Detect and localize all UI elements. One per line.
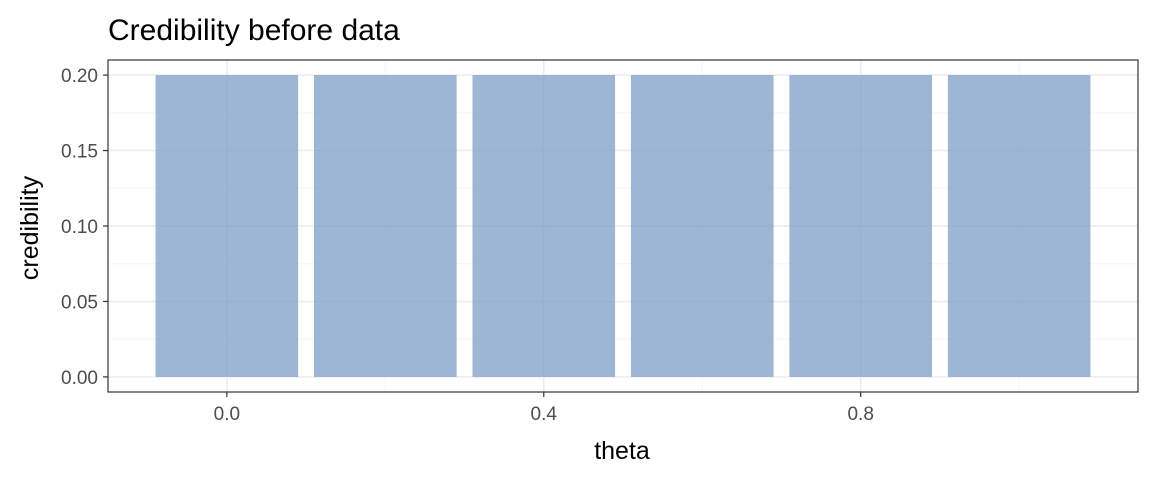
x-tick-label: 0.0 — [214, 404, 240, 425]
bar — [314, 75, 457, 377]
x-axis-title: theta — [594, 437, 650, 465]
x-axis: 0.0 0.4 0.8 — [214, 392, 874, 425]
bar — [789, 75, 932, 377]
x-tick-label: 0.4 — [531, 404, 558, 425]
y-tick-label: 0.20 — [61, 66, 98, 87]
y-axis: 0.00 0.05 0.10 0.15 0.20 — [61, 66, 108, 389]
bar — [155, 75, 299, 377]
y-tick-label: 0.10 — [61, 217, 98, 238]
y-tick-label: 0.15 — [61, 142, 98, 163]
bars-group — [155, 75, 1091, 377]
y-axis-title: credibility — [16, 175, 44, 280]
x-tick-label: 0.8 — [847, 404, 873, 425]
y-tick-label: 0.05 — [61, 292, 98, 313]
y-tick-label: 0.00 — [61, 368, 98, 389]
bar — [630, 75, 774, 377]
chart-title: Credibility before data — [108, 14, 400, 47]
bar — [947, 75, 1091, 377]
bar — [472, 75, 616, 377]
